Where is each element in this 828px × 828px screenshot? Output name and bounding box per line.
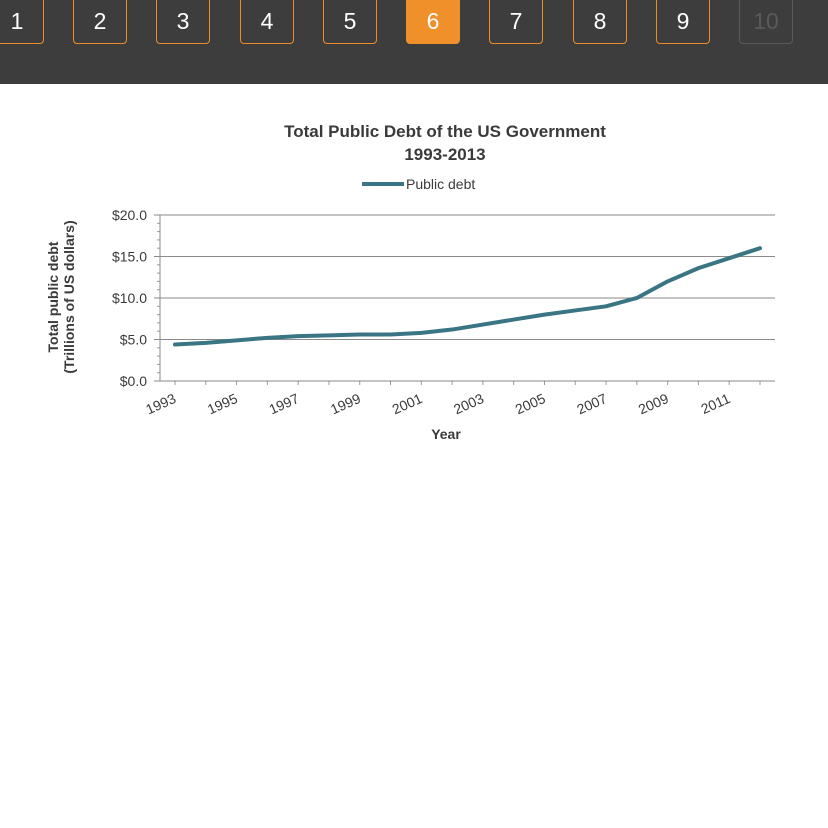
page-button-5[interactable]: 5 [323, 0, 377, 44]
y-tick-label: $20.0 [112, 207, 147, 223]
y-tick-label: $5.0 [120, 332, 147, 348]
page-button-2[interactable]: 2 [73, 0, 127, 44]
y-tick-label: $15.0 [112, 249, 147, 265]
pagination-bar: 1 2 3 4 5 6 7 8 9 10 [0, 0, 828, 84]
y-axis-label-line2: (Trillions of US dollars) [61, 220, 77, 373]
x-tick-label: 1993 [143, 390, 178, 417]
y-tick-label: $0.0 [120, 373, 147, 389]
x-tick-label: 1997 [266, 390, 301, 417]
public-debt-chart: Total Public Debt of the US Government 1… [45, 122, 775, 442]
x-tick-label: 2007 [574, 390, 609, 417]
x-tick-label: 2009 [636, 390, 671, 417]
chart-container: Total Public Debt of the US Government 1… [0, 84, 828, 464]
x-tick-label: 2005 [513, 390, 548, 417]
chart-title-line2: 1993-2013 [404, 145, 485, 164]
x-tick-label: 1999 [328, 390, 363, 417]
page-button-7[interactable]: 7 [489, 0, 543, 44]
x-tick-label: 2001 [390, 390, 425, 417]
x-tick-label: 2011 [698, 390, 732, 417]
legend-label: Public debt [406, 176, 475, 192]
y-tick-label: $10.0 [112, 290, 147, 306]
series-line-public-debt [173, 246, 762, 347]
chart-title-line1: Total Public Debt of the US Government [284, 122, 606, 141]
page-button-4[interactable]: 4 [240, 0, 294, 44]
x-tick-label: 1995 [205, 390, 240, 417]
page-button-1[interactable]: 1 [0, 0, 44, 44]
page-button-8[interactable]: 8 [573, 0, 627, 44]
page-button-10: 10 [739, 0, 793, 44]
page-button-9[interactable]: 9 [656, 0, 710, 44]
y-axis-label-line1: Total public debt [45, 241, 61, 352]
y-axis-label: Total public debt (Trillions of US dolla… [45, 220, 77, 373]
x-tick-label: 2003 [451, 390, 486, 417]
page-button-6[interactable]: 6 [406, 0, 460, 44]
page-button-3[interactable]: 3 [156, 0, 210, 44]
x-axis-label: Year [431, 426, 461, 442]
